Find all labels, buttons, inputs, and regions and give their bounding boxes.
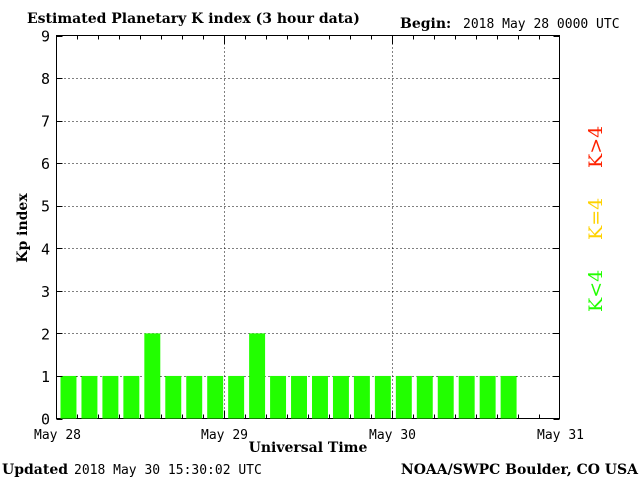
begin-value: 2018 May 28 0000 UTC bbox=[463, 17, 620, 32]
y-tick-label: 7 bbox=[41, 113, 50, 131]
kp-bar bbox=[312, 375, 328, 419]
kp-bar bbox=[81, 375, 98, 419]
kp-bar bbox=[123, 375, 140, 419]
bar-layer bbox=[60, 333, 517, 419]
chart-title: Estimated Planetary K index (3 hour data… bbox=[27, 11, 360, 27]
y-axis-label: Kp index bbox=[15, 193, 31, 263]
kp-bar bbox=[458, 375, 475, 419]
updated-label: Updated bbox=[2, 462, 68, 478]
kp-bar bbox=[270, 375, 287, 419]
kp-bar bbox=[500, 375, 517, 419]
kp-bar bbox=[395, 375, 412, 419]
legend-k-eq-4: K=4 bbox=[585, 198, 607, 240]
kp-bar bbox=[479, 375, 496, 419]
x-tick-label: May 30 bbox=[369, 428, 416, 443]
y-tick-label: 0 bbox=[41, 411, 50, 429]
plot-frame bbox=[56, 35, 560, 419]
legend-k-lt-4: K<4 bbox=[585, 270, 607, 312]
kp-bar bbox=[102, 375, 119, 419]
credit-text: NOAA/SWPC Boulder, CO USA bbox=[401, 462, 639, 478]
y-tick-label: 2 bbox=[41, 325, 50, 343]
legend-k-gt-4: K>4 bbox=[585, 126, 607, 168]
axis-layer: 0 1 2 3 4 5 6 7 8 9 May 28 May 29 May 30 May 31 bbox=[34, 28, 584, 444]
y-tick-label: 8 bbox=[41, 70, 50, 88]
kp-bar bbox=[144, 333, 161, 419]
x-tick-label: May 29 bbox=[201, 428, 248, 443]
grid-layer bbox=[56, 35, 560, 419]
kp-bar bbox=[249, 333, 266, 419]
kp-bar bbox=[207, 375, 224, 419]
x-tick-label: May 28 bbox=[34, 428, 81, 443]
y-tick-label: 3 bbox=[41, 283, 50, 301]
y-tick-label: 1 bbox=[41, 368, 50, 386]
begin-label: Begin: bbox=[400, 16, 451, 32]
y-tick-label: 4 bbox=[41, 240, 50, 258]
kp-bar bbox=[416, 375, 433, 419]
updated-value: 2018 May 30 15:30:02 UTC bbox=[74, 463, 262, 478]
x-axis-label: Universal Time bbox=[249, 440, 368, 456]
kp-bar bbox=[374, 375, 391, 419]
y-tick-label: 6 bbox=[41, 155, 50, 173]
kp-bar bbox=[60, 375, 77, 419]
kp-bar bbox=[291, 375, 307, 419]
y-tick-label: 9 bbox=[41, 28, 50, 46]
kp-bar bbox=[228, 375, 245, 419]
kp-bar bbox=[165, 375, 182, 419]
kp-bar bbox=[186, 375, 203, 419]
kp-bar bbox=[353, 375, 370, 419]
x-tick-label: May 31 bbox=[537, 428, 584, 443]
kp-bar bbox=[437, 375, 454, 419]
kp-bar bbox=[332, 375, 349, 419]
y-tick-label: 5 bbox=[41, 198, 50, 216]
